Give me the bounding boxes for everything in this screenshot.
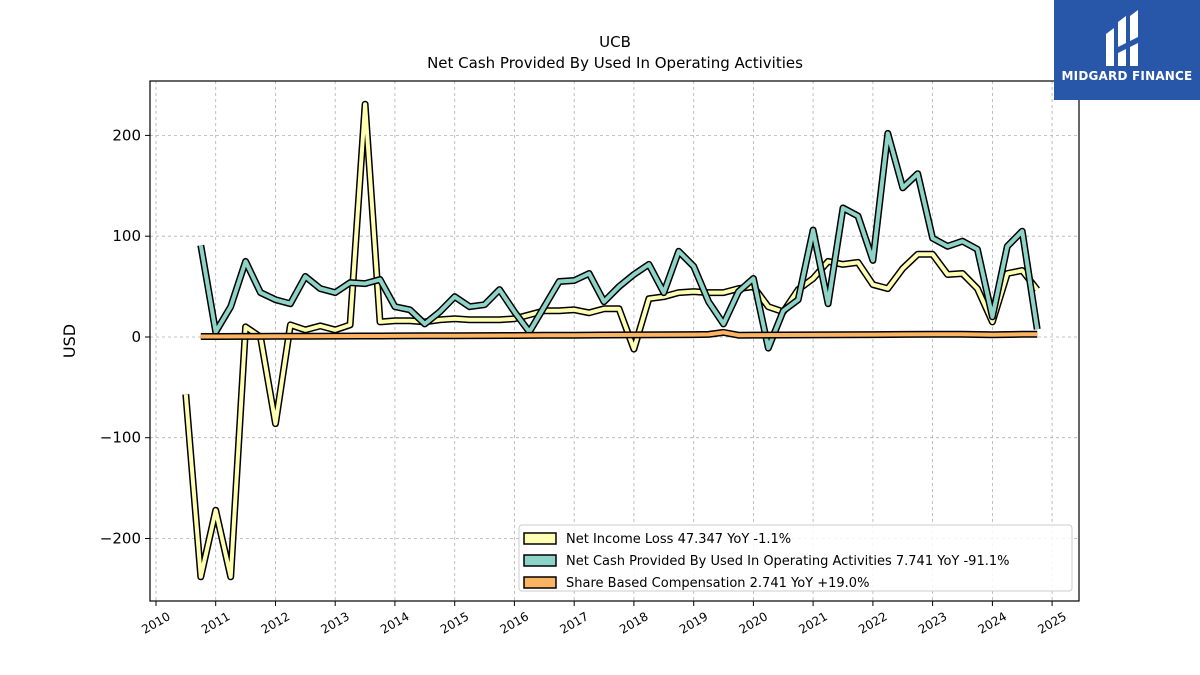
legend: Net Income Loss 47.347 YoY -1.1% Net Cash…	[518, 524, 1073, 592]
x-tick-label: 2010	[139, 609, 172, 636]
legend-box	[518, 524, 1073, 592]
legend-label: Net Cash Provided By Used In Operating A…	[566, 554, 1009, 569]
series-line-share-based-compensation	[200, 330, 1038, 339]
x-axis: 2010 2011 2012 2013 2014 2015 2016 2017 2018 2019…	[139, 601, 1069, 637]
y-tick-label: 100	[112, 227, 141, 245]
legend-label: Net Income Loss 47.347 YoY -1.1%	[566, 532, 791, 547]
legend-swatch	[523, 554, 557, 567]
y-axis: −200 −100 0 100 200	[100, 126, 150, 548]
x-tick-label: 2025	[1035, 609, 1068, 636]
x-tick-label: 2011	[199, 609, 232, 636]
x-tick-label: 2012	[259, 609, 292, 636]
x-tick-label: 2016	[498, 609, 531, 636]
y-tick-label: −200	[100, 530, 141, 548]
midgard-finance-logo-icon	[1106, 10, 1140, 66]
x-tick-label: 2021	[796, 609, 829, 636]
chart-subtitle: Net Cash Provided By Used In Operating A…	[427, 54, 803, 72]
x-tick-label: 2020	[737, 609, 770, 636]
y-tick-label: −100	[100, 429, 141, 447]
midgard-finance-logo: MIDGARD FINANCE	[1054, 0, 1200, 100]
x-tick-label: 2014	[378, 609, 411, 636]
x-tick-label: 2023	[916, 609, 949, 636]
x-tick-label: 2022	[856, 609, 889, 636]
y-tick-label: 0	[131, 328, 141, 346]
legend-swatch	[523, 576, 557, 589]
logo-brand-text: MIDGARD FINANCE	[1061, 69, 1193, 83]
x-tick-label: 2017	[557, 609, 590, 636]
y-axis-label: USD	[60, 324, 79, 358]
series-line-outline-net-income-loss	[182, 100, 1040, 581]
x-tick-label: 2019	[677, 609, 710, 636]
plot-frame	[149, 80, 1080, 602]
x-tick-label: 2024	[976, 609, 1009, 636]
legend-swatch	[523, 532, 557, 545]
y-tick-label: 200	[112, 126, 141, 144]
chart-title: UCB	[599, 33, 631, 51]
series-layer	[182, 100, 1041, 581]
x-tick-label: 2013	[318, 609, 351, 636]
x-tick-label: 2018	[617, 609, 650, 636]
series-line-net-income-loss	[183, 102, 1039, 579]
series-line-net-cash-provided-by-used-in-operating-activities	[198, 131, 1040, 351]
x-tick-label: 2015	[438, 609, 471, 636]
legend-label: Share Based Compensation 2.741 YoY +19.0…	[566, 576, 869, 591]
